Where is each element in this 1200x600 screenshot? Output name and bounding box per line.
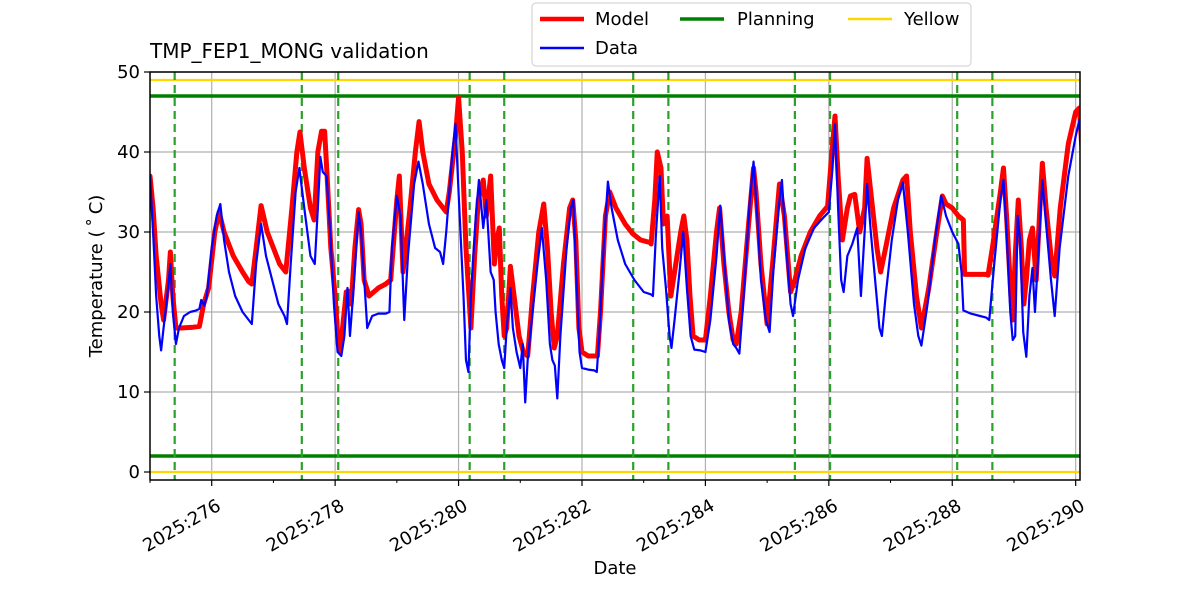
legend-entry-planning: Planning (680, 9, 815, 30)
legend-label-yellow: Yellow (903, 9, 959, 30)
series-line-model (150, 95, 1080, 359)
y-tick-label: 20 (117, 302, 140, 323)
series-lines (150, 95, 1080, 404)
legend-entry-yellow: Yellow (848, 9, 959, 30)
y-tick-label: 40 (117, 142, 140, 163)
legend-label-model: Model (595, 9, 649, 30)
threshold-lines (150, 78, 1080, 474)
y-tick-label: 50 (117, 62, 140, 83)
plot-area (150, 72, 1080, 480)
legend-entry-data: Data (540, 38, 638, 59)
y-axis-ticks: 0 10 20 30 40 50 (117, 62, 150, 483)
y-tick-label: 30 (117, 222, 140, 243)
legend: Model Data Planning Yellow (531, 2, 972, 67)
y-tick-label: 0 (129, 462, 140, 483)
legend-label-data: Data (595, 38, 638, 59)
y-tick-label: 10 (117, 382, 140, 403)
legend-label-planning: Planning (737, 9, 815, 30)
x-axis-label: Date (593, 558, 636, 579)
plot-frame (149, 71, 1081, 481)
legend-entry-model: Model (540, 9, 649, 30)
y-axis-label: Temperature ( ˚ C) (86, 195, 107, 359)
chart-title: TMP_FEP1_MONG validation (149, 39, 429, 63)
series-line-data (150, 118, 1080, 404)
